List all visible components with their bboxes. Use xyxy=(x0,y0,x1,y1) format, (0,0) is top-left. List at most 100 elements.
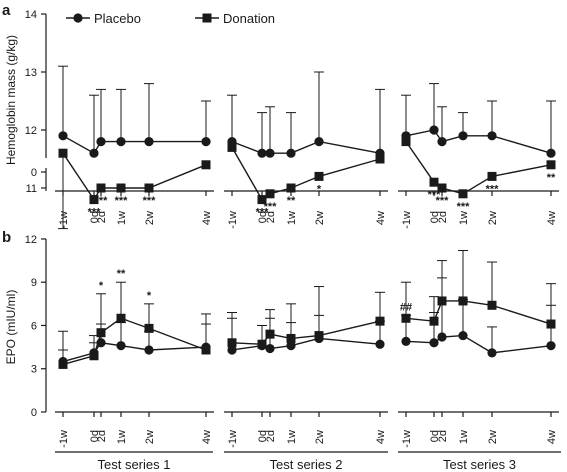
donation-point xyxy=(227,142,237,152)
placebo-point xyxy=(375,339,385,349)
donation-point xyxy=(257,195,267,205)
donation-point xyxy=(116,183,126,193)
significance-marker: ** xyxy=(547,172,556,184)
donation-point xyxy=(437,296,447,306)
placebo-point xyxy=(58,131,68,141)
significance-marker: *** xyxy=(428,189,442,201)
placebo-series-line xyxy=(405,334,552,354)
legend-label: Placebo xyxy=(94,11,141,26)
significance-marker: *** xyxy=(115,195,129,207)
placebo-point xyxy=(429,338,439,348)
test-series-labels: Test series 1 Test series 2 Test series 3 xyxy=(55,451,561,472)
x-tick-label: 1w xyxy=(458,430,470,444)
donation-point xyxy=(429,316,439,326)
donation-point xyxy=(58,359,68,369)
placebo-point xyxy=(116,341,126,351)
donation-point xyxy=(487,300,497,310)
placebo-point xyxy=(96,137,106,147)
placebo-point xyxy=(144,345,154,355)
donation-series-line xyxy=(405,300,552,325)
donation-point xyxy=(401,313,411,323)
x-tick-label: 4w xyxy=(375,211,387,225)
donation-point xyxy=(265,329,275,339)
x-tick-label: 2w xyxy=(144,430,156,444)
x-tick-label: 4w xyxy=(201,430,213,444)
donation-point xyxy=(144,323,154,333)
y-tick-label: 6 xyxy=(31,320,37,332)
placebo-series-line xyxy=(231,337,381,351)
significance-marker: *** xyxy=(264,201,278,213)
significance-marker: *** xyxy=(256,207,270,219)
panel-letter: a xyxy=(2,2,11,19)
placebo-point xyxy=(265,148,275,158)
placebo-point xyxy=(89,148,99,158)
donation-point xyxy=(286,333,296,343)
placebo-series-line xyxy=(62,342,207,363)
x-tick-label: 2w xyxy=(314,211,326,225)
x-tick-label: 1w xyxy=(286,211,298,225)
x-tick-label: 2w xyxy=(487,211,499,225)
placebo-series-line xyxy=(62,135,206,155)
donation-point xyxy=(89,195,99,205)
significance-marker: ** xyxy=(117,268,126,280)
placebo-point xyxy=(286,341,296,351)
placebo-point xyxy=(487,131,497,141)
donation-point xyxy=(96,328,106,338)
placebo-point xyxy=(286,148,296,158)
placebo-point xyxy=(144,137,154,147)
donation-point xyxy=(227,338,237,348)
x-tick-label: 2d xyxy=(96,211,108,223)
donation-point xyxy=(314,171,324,181)
x-tick-label: 0d xyxy=(429,430,441,442)
x-tick-label: -1w xyxy=(58,211,70,229)
significance-marker: *** xyxy=(143,195,157,207)
donation-point xyxy=(201,345,211,355)
significance-marker: *** xyxy=(88,207,102,219)
x-tick-label: 0d xyxy=(257,430,269,442)
significance-marker: *** xyxy=(457,201,471,213)
donation-series-line xyxy=(231,147,381,201)
donation-point xyxy=(401,137,411,147)
donation-point xyxy=(375,316,385,326)
donation-point xyxy=(437,183,447,193)
placebo-point xyxy=(546,341,556,351)
panel-letter: b xyxy=(2,229,11,246)
x-tick-label: -1w xyxy=(401,211,413,229)
donation-series-line xyxy=(62,317,207,366)
x-tick-label: 0d xyxy=(429,211,441,223)
series-label: Test series 1 xyxy=(98,457,171,472)
donation-point xyxy=(487,171,497,181)
y-tick-label: 12 xyxy=(25,234,37,246)
donation-point xyxy=(546,319,556,329)
y-tick-label: 11 xyxy=(26,183,37,195)
donation-point xyxy=(89,351,99,361)
donation-series-line xyxy=(405,141,552,195)
series-label: Test series 2 xyxy=(270,457,343,472)
x-tick-label: 0d xyxy=(89,430,101,442)
y-axis-title: EPO (mIU/ml) xyxy=(4,290,18,365)
placebo-point xyxy=(265,343,275,354)
x-tick-label: 2d xyxy=(96,430,108,442)
placebo-point xyxy=(458,330,468,341)
significance-marker: * xyxy=(147,290,152,302)
donation-point xyxy=(286,183,296,193)
x-tick-label: 1w xyxy=(116,430,128,444)
y-tick-label: 13 xyxy=(25,67,37,79)
x-tick-label: -1w xyxy=(227,430,239,448)
significance-marker: *** xyxy=(95,195,109,207)
series-label: Test series 3 xyxy=(443,457,516,472)
x-tick-label: -1w xyxy=(58,430,70,448)
x-tick-label: 1w xyxy=(458,211,470,225)
legend-label: Donation xyxy=(223,11,275,26)
x-tick-label: -1w xyxy=(401,430,413,448)
donation-point xyxy=(257,339,267,349)
placebo-point xyxy=(437,137,447,147)
y-tick-label: 12 xyxy=(25,125,37,137)
x-tick-label: 2w xyxy=(314,430,326,444)
significance-marker: * xyxy=(317,183,322,195)
x-tick-label: 4w xyxy=(375,430,387,444)
